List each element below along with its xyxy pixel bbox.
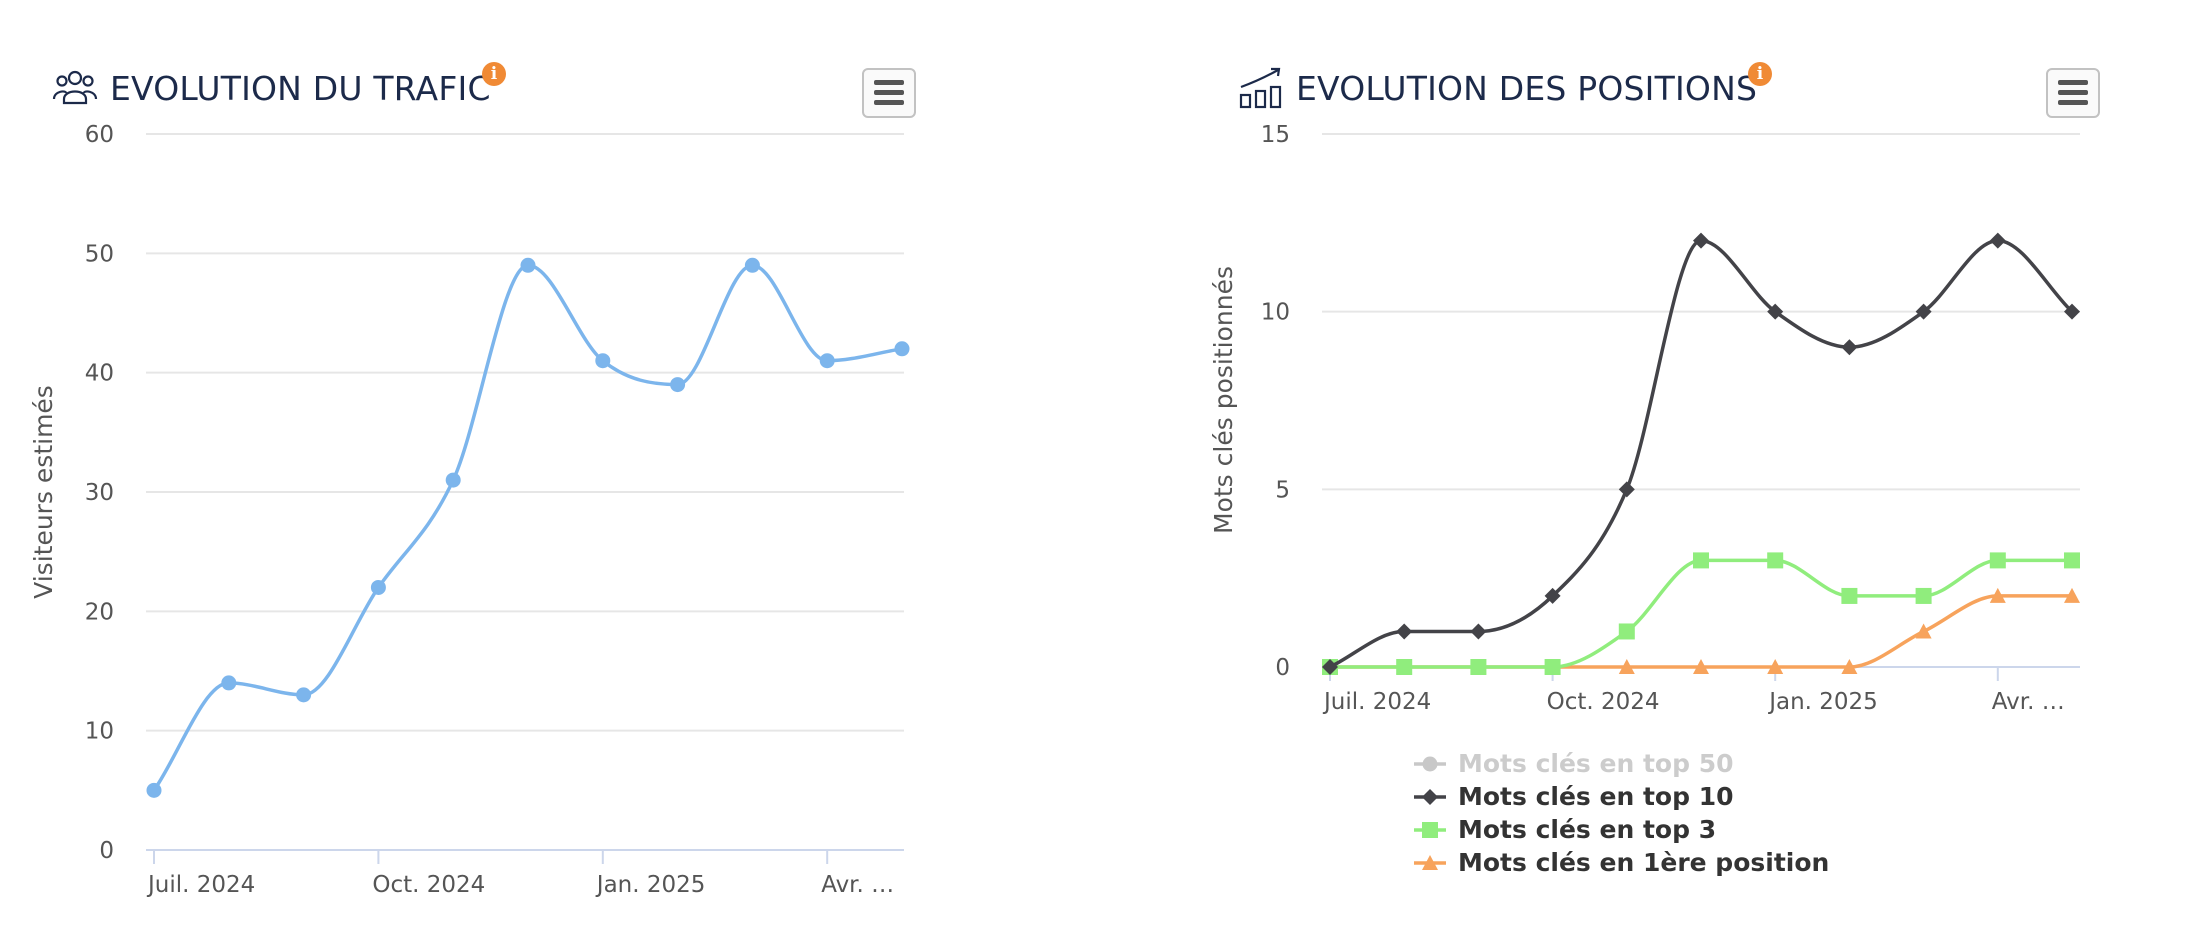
first-position-data-point[interactable] xyxy=(2064,587,2080,603)
y-axis-title: Visiteurs estimés xyxy=(29,385,58,599)
traffic-data-point[interactable] xyxy=(445,472,461,488)
top3-data-point[interactable] xyxy=(1915,587,1932,604)
traffic-data-point[interactable] xyxy=(146,782,162,798)
top10-data-point[interactable] xyxy=(1396,623,1413,640)
traffic-data-point[interactable] xyxy=(894,341,910,357)
top3-data-point[interactable] xyxy=(2064,552,2080,569)
y-tick-label: 10 xyxy=(85,719,114,745)
legend-label: Mots clés en top 50 xyxy=(1458,749,1734,778)
positions-info-icon[interactable]: i xyxy=(1748,62,1772,86)
legend-symbol[interactable] xyxy=(1422,822,1438,838)
y-tick-label: 10 xyxy=(1261,300,1290,326)
traffic-chart-title: EVOLUTION DU TRAFIC xyxy=(110,68,491,108)
top3-data-point[interactable] xyxy=(1470,659,1487,675)
top3-data-point[interactable] xyxy=(1767,552,1784,569)
traffic-data-point[interactable] xyxy=(296,687,312,703)
x-tick-label: Jan. 2025 xyxy=(1767,689,1878,715)
top10-data-point[interactable] xyxy=(1470,623,1487,640)
traffic-data-point[interactable] xyxy=(670,377,686,393)
first-position-data-point[interactable] xyxy=(1693,659,1709,674)
top10-data-point[interactable] xyxy=(1989,232,2006,249)
positions-chart-title: EVOLUTION DES POSITIONS xyxy=(1296,68,1758,108)
top10-data-point[interactable] xyxy=(1322,659,1338,675)
traffic-chart-menu-button[interactable] xyxy=(862,68,916,118)
traffic-info-icon[interactable]: i xyxy=(482,62,506,86)
traffic-data-point[interactable] xyxy=(370,579,386,595)
top10-data-point[interactable] xyxy=(1767,303,1784,320)
x-tick-label: Avr. … xyxy=(821,872,894,898)
bar-chart-trend-icon xyxy=(1239,67,1282,109)
first-position-data-point[interactable] xyxy=(1915,623,1932,639)
traffic-data-point[interactable] xyxy=(520,257,536,273)
top3-data-point[interactable] xyxy=(1989,552,2006,569)
positions-chart-menu-button[interactable] xyxy=(2046,68,2100,118)
top10-data-point[interactable] xyxy=(1544,587,1561,604)
x-tick-label: Oct. 2024 xyxy=(372,872,485,898)
first-position-data-point[interactable] xyxy=(1767,659,1784,674)
first-position-data-point[interactable] xyxy=(1841,659,1858,674)
top3-data-point[interactable] xyxy=(1841,587,1858,604)
y-tick-label: 0 xyxy=(99,838,114,864)
legend-symbol[interactable] xyxy=(1422,789,1438,805)
legend-label: Mots clés en top 10 xyxy=(1458,782,1734,811)
top3-series-line xyxy=(1329,558,2072,669)
traffic-chart-panel: EVOLUTION DU TRAFIC i 0 10 20 30 40 50 60 Juil.… xyxy=(0,0,1100,938)
y-tick-label: 50 xyxy=(85,241,114,267)
y-tick-label: 40 xyxy=(85,361,114,387)
traffic-data-point[interactable] xyxy=(221,675,237,691)
legend-label: Mots clés en top 3 xyxy=(1458,815,1716,844)
top10-data-point[interactable] xyxy=(2064,303,2080,320)
y-tick-label: 60 xyxy=(85,122,114,148)
first-position-data-point[interactable] xyxy=(1989,587,2006,603)
y-tick-label: 15 xyxy=(1261,122,1290,148)
legend-symbol[interactable] xyxy=(1422,756,1438,772)
top3-data-point[interactable] xyxy=(1693,552,1709,569)
traffic-chart: 0 10 20 30 40 50 60 Juil. 2024 Oct. 2024 Jan. 202… xyxy=(29,122,910,898)
traffic-series-line xyxy=(152,263,903,792)
top3-data-point[interactable] xyxy=(1544,659,1561,675)
y-tick-label: 30 xyxy=(85,480,114,506)
traffic-data-point[interactable] xyxy=(744,257,760,273)
top10-data-point[interactable] xyxy=(1915,303,1932,320)
top3-data-point[interactable] xyxy=(1618,623,1635,640)
first-position-data-point[interactable] xyxy=(1618,659,1635,674)
legend-item-first-position[interactable]: Mots clés en 1ère position xyxy=(1414,848,1829,877)
positions-chart-panel: EVOLUTION DES POSITIONS i 0 5 10 15 Juil. 20… xyxy=(1100,0,2202,938)
y-axis-title: Mots clés positionnés xyxy=(1209,266,1238,534)
top10-data-point[interactable] xyxy=(1618,481,1635,498)
legend-label: Mots clés en 1ère position xyxy=(1458,848,1829,877)
legend-symbol[interactable] xyxy=(1422,855,1438,870)
y-tick-label: 0 xyxy=(1275,655,1290,681)
traffic-title-row: EVOLUTION DU TRAFIC xyxy=(52,58,491,118)
top10-data-point[interactable] xyxy=(1841,339,1858,356)
traffic-data-point[interactable] xyxy=(819,353,835,369)
traffic-data-point[interactable] xyxy=(595,353,611,369)
legend-item-top50[interactable]: Mots clés en top 50 xyxy=(1414,749,1734,778)
positions-title-row: EVOLUTION DES POSITIONS xyxy=(1238,58,1757,118)
legend-item-top10[interactable]: Mots clés en top 10 xyxy=(1414,782,1734,811)
y-tick-label: 20 xyxy=(85,599,114,625)
positions-chart: 0 5 10 15 Juil. 2024 Oct. 2024 Jan. 2025 Avr. …… xyxy=(1209,122,2080,877)
top10-data-point[interactable] xyxy=(1693,232,1709,249)
users-icon xyxy=(52,70,98,105)
x-tick-label: Oct. 2024 xyxy=(1547,689,1660,715)
x-tick-label: Juil. 2024 xyxy=(1322,689,1431,715)
top10-series-line xyxy=(1329,238,2074,669)
x-tick-label: Avr. … xyxy=(1992,689,2065,715)
y-tick-label: 5 xyxy=(1275,477,1290,503)
x-tick-label: Jan. 2025 xyxy=(595,872,706,898)
top3-data-point[interactable] xyxy=(1396,659,1413,675)
legend-item-top3[interactable]: Mots clés en top 3 xyxy=(1414,815,1716,844)
x-tick-label: Juil. 2024 xyxy=(146,872,255,898)
